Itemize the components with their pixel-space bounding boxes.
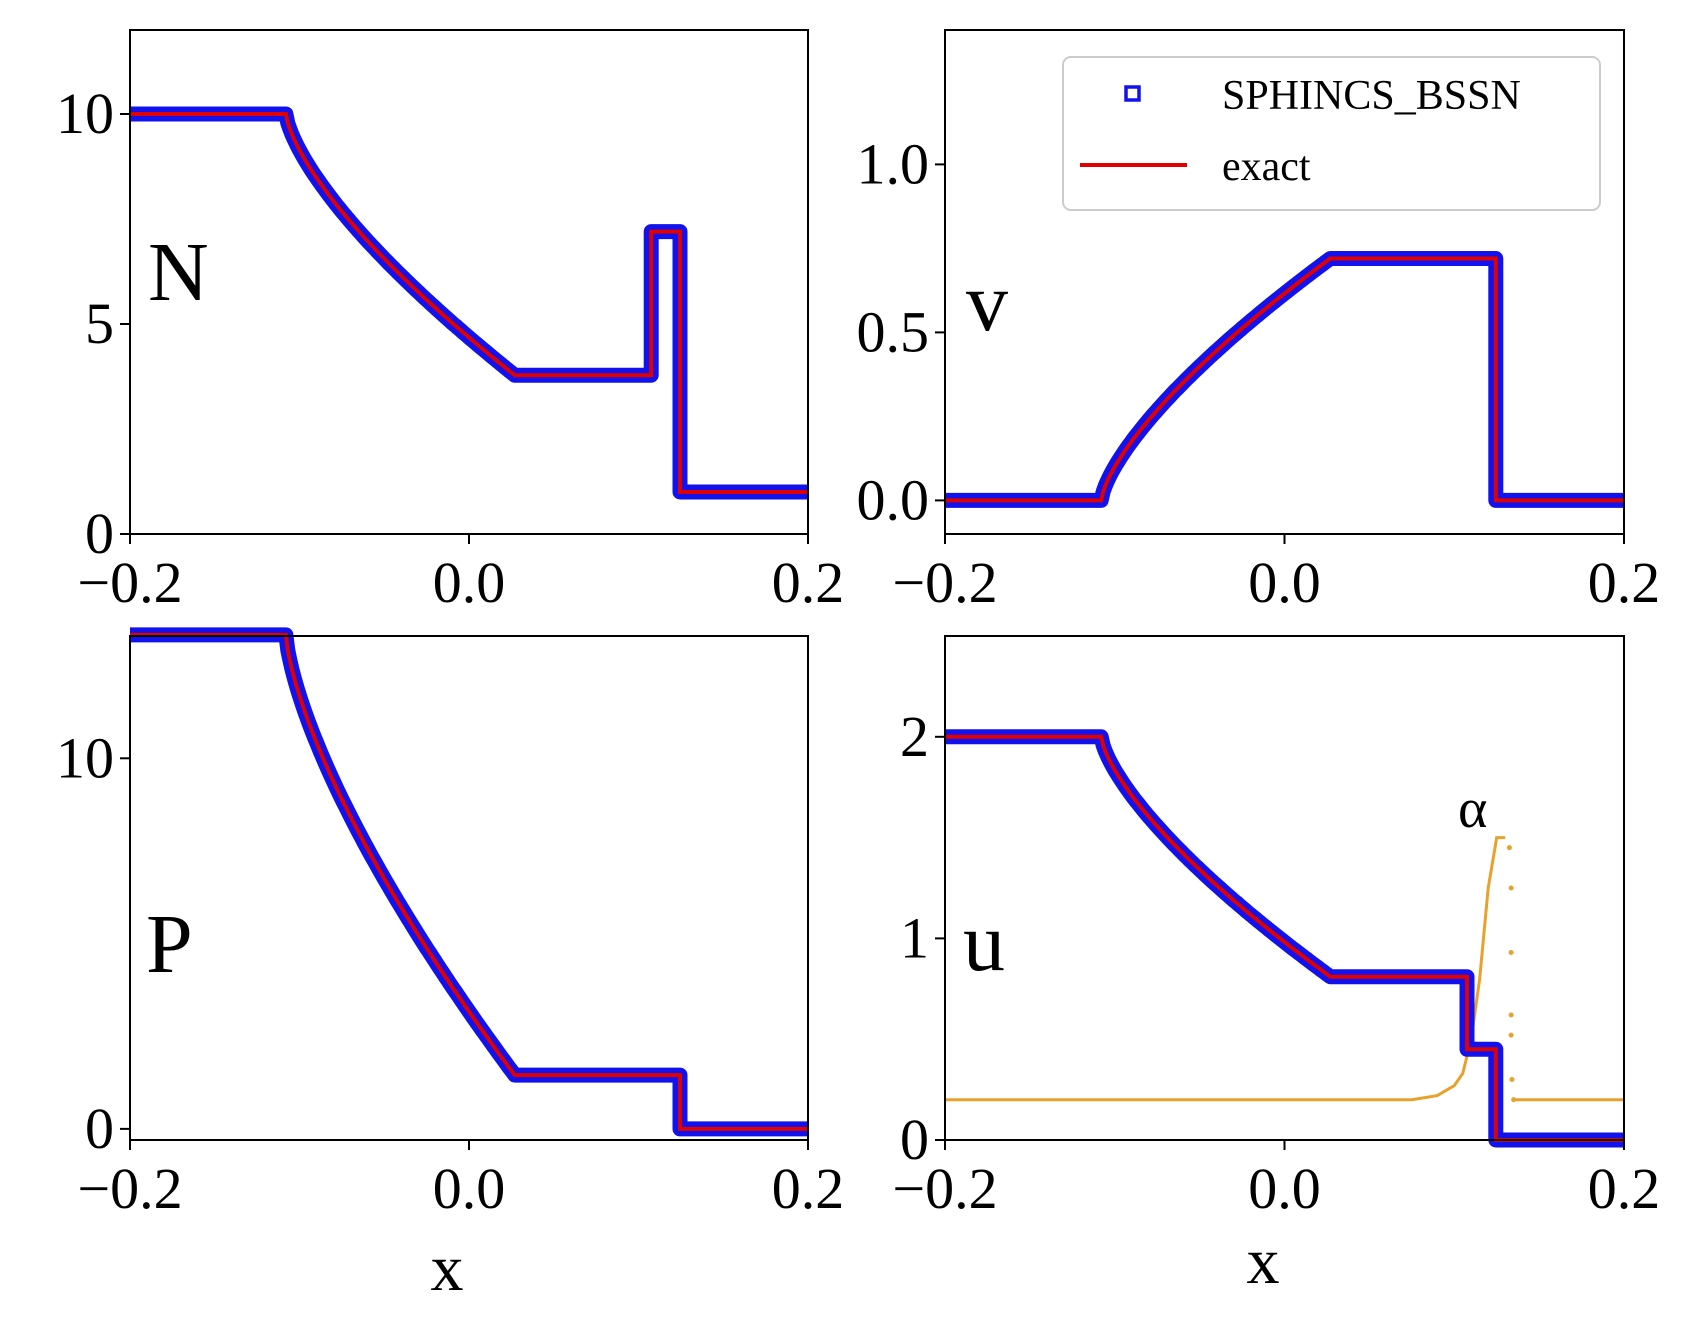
N-panel-label: N [148, 226, 209, 319]
N-ytick-label: 0 [85, 501, 114, 566]
u-exact-line [945, 734, 1624, 1142]
P-xtick-label: 0.0 [433, 1156, 506, 1221]
v-ytick-label: 0.0 [857, 467, 930, 532]
P-ytick-label: 0 [85, 1096, 114, 1161]
legend-sim-label: SPHINCS_BSSN [1222, 73, 1521, 119]
u-xtick-label: −0.2 [892, 1156, 997, 1221]
u-panel-label: u [963, 896, 1005, 989]
u-exact-series [945, 734, 1624, 1142]
u-xtick-label: 0.2 [1588, 1156, 1661, 1221]
P-exact-line [130, 632, 808, 1131]
legend-exact-label: exact [1222, 144, 1311, 190]
panel-u: −0.2 0.0 0.2 0 1 2 u α x [892, 635, 1660, 1298]
u-ticks: −0.2 0.0 0.2 0 1 2 [892, 704, 1660, 1221]
u-ytick-label: 0 [900, 1107, 929, 1172]
P-ticks: −0.2 0.0 0.2 0 10 [56, 725, 844, 1221]
u-ytick-label: 2 [900, 704, 929, 769]
v-ticks: −0.2 0.0 0.2 0.0 0.5 1.0 [857, 131, 1661, 615]
legend: SPHINCS_BSSN exact [1062, 56, 1601, 211]
v-panel-label: v [966, 256, 1008, 349]
u-alpha-point [1508, 885, 1514, 891]
N-xtick-label: 0.0 [433, 550, 506, 615]
u-xlabel: x [1247, 1225, 1280, 1298]
N-ticks: −0.2 0.0 0.2 0 5 10 [56, 81, 844, 615]
v-xtick-label: 0.0 [1248, 550, 1321, 615]
u-alpha-point [1506, 845, 1512, 851]
P-xtick-label: −0.2 [77, 1156, 182, 1221]
v-ytick-label: 0.5 [857, 299, 930, 364]
P-xtick-label: 0.2 [772, 1156, 845, 1221]
u-alpha-point [1508, 1012, 1514, 1018]
u-ytick-label: 1 [900, 905, 929, 970]
v-xtick-label: 0.2 [1588, 550, 1661, 615]
N-ytick-label: 10 [56, 81, 114, 146]
u-xtick-label: 0.0 [1248, 1156, 1321, 1221]
P-xlabel: x [431, 1232, 464, 1305]
N-xtick-label: −0.2 [77, 550, 182, 615]
u-alpha-point [1508, 950, 1514, 956]
panel-N: −0.2 0.0 0.2 0 5 10 N [56, 29, 844, 615]
v-ytick-label: 1.0 [857, 131, 930, 196]
N-exact-line [130, 112, 808, 494]
panel-v: −0.2 0.0 0.2 0.0 0.5 1.0 v SPHINCS_BSSN exact [857, 29, 1661, 615]
N-exact-series [130, 112, 808, 494]
N-ytick-label: 5 [85, 291, 114, 356]
v-xtick-label: −0.2 [892, 550, 997, 615]
N-xtick-label: 0.2 [772, 550, 845, 615]
P-ytick-label: 10 [56, 725, 114, 790]
v-exact-line [945, 256, 1624, 503]
panel-P: −0.2 0.0 0.2 0 10 P x [56, 627, 844, 1305]
P-panel-label: P [146, 898, 193, 991]
v-exact-series [945, 256, 1624, 503]
legend-sim-marker [1124, 85, 1141, 102]
legend-box [1062, 56, 1601, 211]
P-exact-series [130, 632, 808, 1131]
u-alpha-annotation: α [1458, 778, 1487, 840]
u-alpha-point [1509, 1077, 1515, 1083]
u-alpha-point [1508, 1032, 1514, 1038]
